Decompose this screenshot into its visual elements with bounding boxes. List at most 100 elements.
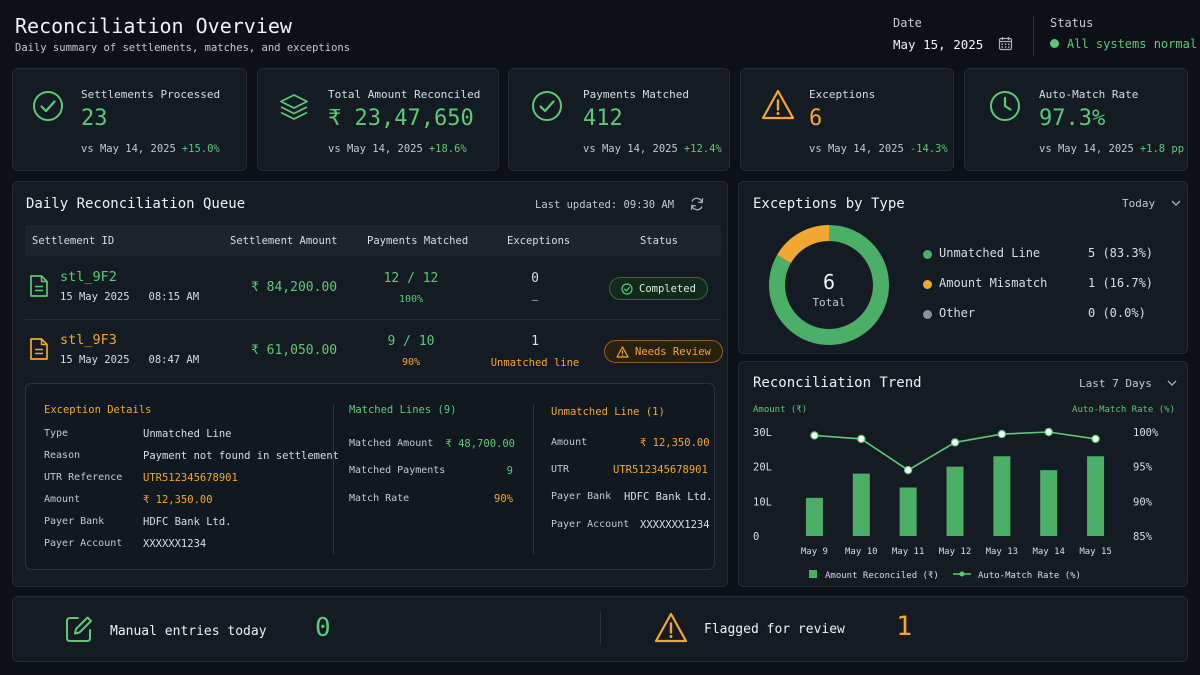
x-tick-label: May 9 [801, 547, 828, 557]
queue-title: Daily Reconciliation Queue [26, 196, 246, 212]
kpi-label: Payments Matched [583, 88, 689, 101]
exceptions-by-type-panel: Exceptions by Type Today 6 Total Unmatch… [738, 181, 1188, 354]
legend-value: 1 (16.7%) [1088, 276, 1154, 290]
bar-may-15 [1087, 456, 1105, 536]
bar-may-9 [805, 497, 823, 536]
refresh-icon[interactable] [689, 196, 705, 216]
detail-key: Reason [44, 450, 81, 461]
legend-name: Other [939, 306, 976, 320]
calendar-icon[interactable] [998, 36, 1013, 55]
check-circle-icon [530, 89, 564, 127]
bar-may-11 [899, 487, 917, 536]
kpi-compare-text: vs May 14, 2025 [583, 143, 678, 155]
detail-value[interactable]: UTR512345678901 [613, 464, 708, 476]
layers-icon [278, 91, 310, 127]
kpi-value: 97.3% [1039, 106, 1106, 131]
kpi-value: 412 [583, 106, 623, 131]
kpi-delta: +1.8 pp [1139, 143, 1185, 155]
details-divider [333, 404, 334, 554]
warning-triangle-icon [653, 611, 689, 649]
detail-value[interactable]: UTR512345678901 [143, 472, 238, 484]
detail-key: Type [44, 428, 69, 439]
line-point-2 [903, 465, 913, 475]
last-updated: Last updated: 09:30 AM [535, 199, 675, 211]
kpi-card-payments-matched: Payments Matched 412 vs May 14, 2025 +12.… [508, 68, 730, 171]
column-header[interactable]: Settlement Amount [230, 235, 338, 247]
reconciliation-queue-panel: Daily Reconciliation Queue Last updated:… [12, 181, 728, 587]
auto-match-rate-line [814, 431, 1096, 472]
match-percent: 100% [398, 294, 424, 305]
x-tick-label: May 12 [939, 547, 972, 557]
y-tick-right: 85% [1133, 531, 1153, 543]
table-row[interactable]: stl_9F2 15 May 2025 08:15 AM ₹ 84,200.00… [25, 258, 721, 320]
match-percent: 90% [401, 357, 421, 368]
queue-table-header: Settlement ID Settlement Amount Payments… [25, 225, 721, 256]
column-header[interactable]: Payments Matched [367, 235, 469, 247]
donut-total: 6 [823, 270, 835, 294]
settlement-amount: ₹ 61,050.00 [251, 343, 338, 358]
status-text: Completed [639, 282, 696, 295]
y-tick-left: 10L [753, 496, 772, 508]
kpi-label: Auto-Match Rate [1039, 88, 1139, 101]
trend-period-dropdown[interactable]: Last 7 Days [1079, 377, 1177, 390]
legend-line-label: Auto-Match Rate (%) [978, 571, 1081, 581]
kpi-delta: +12.4% [683, 143, 722, 155]
system-status: All systems normal [1050, 37, 1197, 51]
y-axis-left-label: Amount (₹) [753, 405, 807, 415]
detail-key: Matched Payments [349, 465, 446, 476]
details-divider [533, 404, 534, 554]
status-badge[interactable]: Needs Review [604, 340, 723, 363]
donut-slice-0 [769, 225, 889, 345]
legend-dot-icon [923, 280, 932, 289]
reconciliation-trend-panel: Reconciliation Trend Last 7 Days Amount … [738, 361, 1188, 587]
warning-triangle-icon [616, 345, 629, 358]
kpi-compare-text: vs May 14, 2025 [1039, 143, 1134, 155]
detail-value: HDFC Bank Ltd. [143, 516, 232, 528]
legend-name: Unmatched Line [939, 246, 1041, 260]
status-badge[interactable]: Completed [609, 277, 708, 300]
kpi-value: 6 [809, 106, 823, 131]
column-header[interactable]: Exceptions [507, 235, 571, 247]
status-label: Status [1050, 16, 1094, 30]
exceptions-by-type-title: Exceptions by Type [753, 196, 905, 212]
settlement-amount: ₹ 84,200.00 [251, 280, 338, 295]
detail-key: Payer Bank [551, 491, 612, 502]
settlement-id[interactable]: stl_9F3 [60, 332, 117, 348]
summary-divider [600, 612, 601, 644]
column-header[interactable]: Settlement ID [32, 235, 115, 247]
kpi-card-auto-match-rate: Auto-Match Rate 97.3% vs May 14, 2025 +1.… [964, 68, 1188, 171]
detail-value: Unmatched Line [143, 428, 232, 440]
legend-name: Amount Mismatch [939, 276, 1048, 290]
detail-value: 90% [494, 493, 513, 505]
donut-slice-1 [777, 225, 830, 264]
y-axis-right-label: Auto-Match Rate (%) [1072, 405, 1175, 415]
line-point-1 [857, 434, 866, 444]
exception-count: 1 [531, 334, 539, 349]
settlement-date: 15 May 2025 08:47 AM [60, 354, 200, 366]
chevron-down-icon [1168, 380, 1177, 386]
kpi-card-settlements: Settlements Processed 23 vs May 14, 2025… [12, 68, 247, 171]
unmatched-line-title: Unmatched Line (1) [551, 406, 665, 418]
legend-bar-swatch-icon [809, 570, 817, 578]
line-point-6 [1091, 434, 1100, 444]
bar-may-10 [852, 473, 870, 536]
detail-value: HDFC Bank Ltd. [624, 491, 713, 503]
page-title: Reconciliation Overview [15, 14, 292, 38]
settlement-id[interactable]: stl_9F2 [60, 269, 117, 285]
payments-matched: 12 / 12 [383, 271, 439, 286]
y-tick-left: 0 [753, 531, 759, 543]
kpi-compare: vs May 14, 2025 +18.6% [328, 143, 467, 155]
period-dropdown[interactable]: Today [1122, 197, 1181, 210]
settlement-date: 15 May 2025 08:15 AM [60, 291, 200, 303]
column-header[interactable]: Status [640, 235, 678, 247]
date-value[interactable]: May 15, 2025 [893, 37, 984, 52]
matched-lines-title: Matched Lines (9) [349, 404, 457, 416]
bar-may-12 [946, 466, 964, 536]
warning-triangle-icon [760, 88, 796, 126]
legend-value: 5 (83.3%) [1088, 246, 1154, 260]
kpi-value: 23 [81, 106, 108, 131]
detail-key: UTR [551, 464, 570, 475]
x-tick-label: May 10 [845, 547, 878, 557]
table-row[interactable]: stl_9F3 15 May 2025 08:47 AM ₹ 61,050.00… [25, 321, 723, 383]
dropdown-value: Last 7 Days [1079, 377, 1152, 390]
